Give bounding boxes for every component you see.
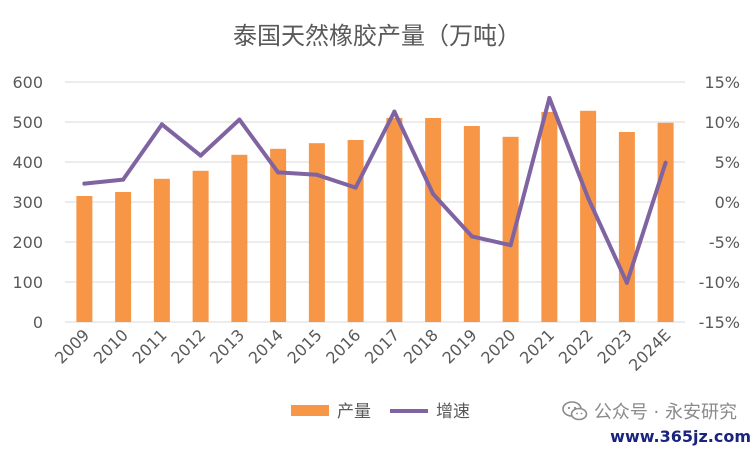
legend-bar-swatch (291, 405, 329, 416)
bar-2011 (153, 178, 170, 322)
growth-point-2019 (469, 234, 474, 239)
x-tick-label: 2014 (245, 325, 287, 367)
bar-2022 (580, 110, 597, 322)
growth-point-2022 (586, 196, 591, 200)
y-right-tick-label: 5% (715, 153, 740, 172)
x-tick-label: 2018 (400, 325, 442, 367)
growth-point-2018 (431, 192, 436, 196)
x-tick-label: 2024E (625, 325, 674, 374)
x-tick-label: 2011 (128, 325, 170, 367)
y-right-tick-label: -15% (699, 313, 740, 332)
x-tick-label: 2015 (283, 325, 325, 367)
bar-2016 (347, 140, 364, 322)
growth-point-2021 (547, 96, 552, 100)
bar-2021 (541, 112, 558, 322)
watermark-text: 公众号 · 永安研究 (593, 402, 737, 423)
bar-2017 (386, 118, 403, 322)
bar-2023 (618, 132, 635, 322)
bar-2018 (425, 118, 442, 322)
growth-point-2015 (314, 172, 319, 177)
bar-2012 (192, 170, 209, 322)
x-tick-label: 2016 (322, 325, 364, 367)
x-tick-label: 2020 (477, 325, 519, 367)
growth-point-2024E (663, 160, 668, 165)
y-left-tick-label: 100 (12, 273, 43, 292)
growth-point-2011 (159, 122, 164, 127)
x-tick-label: 2012 (167, 325, 209, 367)
y-right-tick-label: -5% (709, 233, 740, 252)
y-left-tick-label: 0 (33, 313, 43, 332)
bar-2024E (657, 122, 674, 322)
legend-line-label: 增速 (436, 402, 470, 422)
bar-2014 (270, 148, 287, 322)
legend-bar-label: 产量 (337, 402, 371, 422)
y-left-tick-label: 600 (12, 73, 43, 92)
growth-point-2017 (392, 109, 397, 114)
watermark: 公众号 · 永安研究 (562, 398, 737, 424)
y-left-tick-label: 500 (12, 113, 43, 132)
growth-point-2012 (198, 153, 203, 158)
y-right-tick-label: 10% (704, 113, 740, 132)
site-badge[interactable]: www.365jz.com (606, 427, 755, 446)
bar-2019 (463, 126, 480, 322)
growth-point-2016 (353, 185, 358, 190)
growth-point-2009 (82, 181, 87, 186)
wechat-icon (562, 401, 588, 421)
growth-line (82, 96, 668, 285)
x-tick-label: 2010 (90, 325, 132, 367)
bar-2010 (115, 192, 132, 322)
growth-point-2013 (237, 117, 242, 122)
bar-2020 (502, 136, 519, 322)
y-left-tick-label: 300 (12, 193, 43, 212)
bar-2013 (231, 154, 248, 322)
bar-2015 (308, 143, 325, 322)
x-tick-label: 2009 (51, 325, 93, 367)
y-left-tick-label: 200 (12, 233, 43, 252)
chart-title: 泰国天然橡胶产量（万吨） (233, 22, 521, 50)
x-tick-label: 2013 (206, 325, 248, 367)
x-tick-label: 2022 (555, 325, 597, 367)
y-right-tick-label: 0% (715, 193, 740, 212)
bar-2009 (76, 196, 93, 322)
growth-point-2014 (276, 170, 281, 175)
growth-point-2023 (624, 280, 629, 285)
y-right-tick-label: -10% (699, 273, 740, 292)
growth-point-2020 (508, 243, 513, 248)
x-tick-label: 2017 (361, 325, 403, 367)
y-right-tick-label: 15% (704, 73, 740, 92)
x-tick-label: 2021 (516, 325, 558, 367)
growth-point-2010 (121, 177, 126, 182)
y-left-tick-label: 400 (12, 153, 43, 172)
x-tick-label: 2019 (438, 325, 480, 367)
